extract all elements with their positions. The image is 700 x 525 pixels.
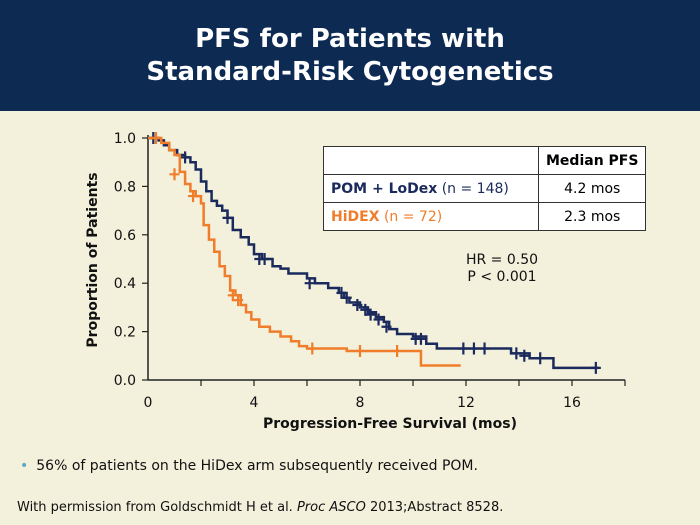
chart-axes: 0.0 0.2 0.4 0.6 0.8 1.0 0 4 8 12 16	[114, 131, 626, 411]
censor-mark-hidex	[169, 168, 180, 181]
chart-series	[148, 132, 601, 374]
censor-mark-pom-lodex	[259, 253, 270, 265]
x-tick-label: 4	[250, 395, 259, 411]
bullet-dot-icon: •	[20, 458, 29, 474]
y-tick-label: 0.6	[114, 228, 136, 244]
y-tick-label: 1.0	[114, 131, 136, 147]
series-line-pom-lodex	[148, 136, 599, 370]
arm-n-hidex: (n = 72)	[379, 208, 443, 225]
censor-mark-pom-lodex	[373, 313, 384, 326]
censor-mark-pom-lodex	[352, 298, 363, 311]
y-axis-label: Proportion of Patients	[85, 172, 101, 347]
source-citation: With permission from Goldschmidt H et al…	[17, 500, 503, 515]
censor-mark-pom-lodex	[511, 347, 522, 360]
censor-mark-hidex	[233, 294, 244, 307]
x-tick-label: 8	[356, 395, 365, 411]
x-tick-label: 0	[144, 395, 153, 411]
censor-mark-hidex	[392, 344, 403, 357]
censor-mark-pom-lodex	[590, 361, 601, 374]
censor-mark-pom-lodex	[535, 352, 546, 365]
table-header-label	[323, 146, 539, 175]
y-tick-label: 0.2	[114, 325, 136, 341]
slide-title-line-2: Standard-Risk Cytogenetics	[146, 56, 554, 87]
pfs-chart: 0.0 0.2 0.4 0.6 0.8 1.0 0 4 8 12 16 Progression-Fr…	[85, 131, 626, 432]
censor-mark-hidex	[150, 132, 161, 144]
table-cell-median-pom-lodex: 4.2 mos	[537, 174, 647, 203]
hazard-ratio: HR = 0.50	[465, 252, 539, 268]
x-axis-label: Progression-Free Survival (mos)	[263, 416, 517, 432]
bullet-text: 56% of patients on the HiDex arm subsequ…	[36, 458, 478, 474]
arm-name-pom-lodex: POM + LoDex	[331, 180, 438, 197]
y-tick-label: 0.0	[114, 373, 136, 389]
table-row-pom-lodex: POM + LoDex (n = 148) 4.2 mos	[323, 174, 647, 203]
stats-annotation: HR = 0.50 P < 0.001	[445, 252, 559, 286]
censor-mark-pom-lodex	[222, 211, 233, 224]
censor-mark-pom-lodex	[458, 342, 469, 355]
source-journal: Proc ASCO	[296, 500, 366, 515]
censor-mark-pom-lodex	[180, 151, 191, 164]
censor-mark-hidex	[355, 344, 365, 357]
censor-mark-pom-lodex	[381, 320, 392, 333]
p-value: P < 0.001	[467, 269, 537, 285]
table-cell-arm: POM + LoDex (n = 148)	[323, 174, 539, 203]
x-tick-label: 16	[563, 395, 581, 411]
censor-mark-pom-lodex	[336, 286, 347, 299]
table-row-hidex: HiDEX (n = 72) 2.3 mos	[323, 202, 647, 231]
arm-name-hidex: HiDEX	[331, 208, 380, 225]
table-cell-arm: HiDEX (n = 72)	[323, 202, 539, 231]
censor-mark-pom-lodex	[304, 277, 315, 290]
source-prefix: With permission from Goldschmidt H et al…	[17, 500, 297, 515]
slide-title-line-1: PFS for Patients with	[195, 23, 505, 54]
censor-mark-pom-lodex	[415, 332, 426, 345]
x-tick-label: 12	[457, 395, 475, 411]
slide-header: PFS for Patients with Standard-Risk Cyto…	[0, 0, 700, 111]
censor-mark-pom-lodex	[479, 342, 490, 355]
median-pfs-table: Median PFS POM + LoDex (n = 148) 4.2 mos…	[323, 146, 647, 231]
censor-mark-pom-lodex	[341, 291, 352, 304]
censor-mark-pom-lodex	[360, 303, 371, 316]
censor-mark-hidex	[307, 342, 318, 355]
series-line-hidex	[148, 136, 461, 367]
source-suffix: 2013;Abstract 8528.	[365, 500, 504, 515]
y-tick-label: 0.8	[114, 179, 136, 195]
bullet-note: • 56% of patients on the HiDex arm subseq…	[20, 458, 478, 474]
table-cell-median-hidex: 2.3 mos	[537, 202, 647, 231]
censor-mark-hidex	[227, 289, 238, 302]
y-tick-label: 0.4	[114, 276, 136, 292]
table-header-median: Median PFS	[537, 146, 647, 175]
censor-mark-pom-lodex	[468, 342, 479, 355]
table-header-row: Median PFS	[323, 146, 647, 175]
censor-mark-pom-lodex	[519, 349, 530, 362]
arm-n-pom-lodex: (n = 148)	[437, 180, 509, 197]
censor-mark-pom-lodex	[365, 308, 376, 321]
censor-mark-hidex	[188, 190, 199, 203]
